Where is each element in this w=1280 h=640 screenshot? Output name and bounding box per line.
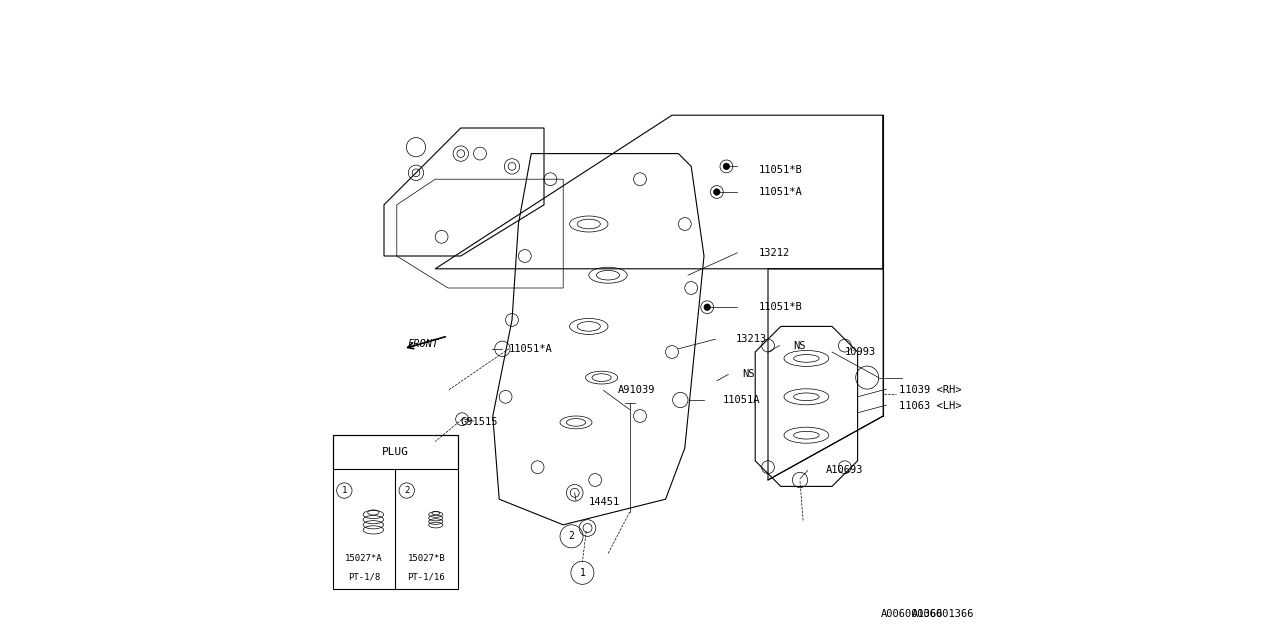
Text: A91039: A91039 xyxy=(618,385,655,396)
Text: 11051*B: 11051*B xyxy=(759,164,803,175)
Text: A006001366: A006001366 xyxy=(911,609,974,620)
Text: 2: 2 xyxy=(404,486,410,495)
Text: 1: 1 xyxy=(342,486,347,495)
Text: FRONT: FRONT xyxy=(407,339,438,349)
Text: PLUG: PLUG xyxy=(381,447,408,457)
Text: 11051*A: 11051*A xyxy=(508,344,553,354)
Bar xyxy=(333,435,458,469)
Text: 10993: 10993 xyxy=(845,347,876,357)
Text: 14451: 14451 xyxy=(589,497,620,508)
Text: 13213: 13213 xyxy=(736,334,767,344)
Text: 1: 1 xyxy=(580,568,585,578)
Text: 11039 <RH>: 11039 <RH> xyxy=(900,385,961,396)
Text: 13212: 13212 xyxy=(759,248,790,258)
Text: 15027*A: 15027*A xyxy=(346,554,383,563)
Text: 11051*B: 11051*B xyxy=(759,302,803,312)
Circle shape xyxy=(714,189,719,195)
Text: 11051*A: 11051*A xyxy=(759,187,803,197)
Text: PT-1/16: PT-1/16 xyxy=(407,572,445,581)
Text: 15027*B: 15027*B xyxy=(407,554,445,563)
Text: 11063 <LH>: 11063 <LH> xyxy=(900,401,961,412)
Text: 11051A: 11051A xyxy=(723,395,760,405)
Bar xyxy=(333,435,458,589)
Text: PT-1/8: PT-1/8 xyxy=(348,572,380,581)
Text: A10693: A10693 xyxy=(826,465,863,476)
Circle shape xyxy=(704,304,710,310)
Text: 2: 2 xyxy=(568,531,575,541)
Circle shape xyxy=(723,163,730,170)
Text: G91515: G91515 xyxy=(461,417,498,428)
Text: NS: NS xyxy=(742,369,755,380)
Text: NS: NS xyxy=(794,340,806,351)
Text: A006001366: A006001366 xyxy=(881,609,943,620)
